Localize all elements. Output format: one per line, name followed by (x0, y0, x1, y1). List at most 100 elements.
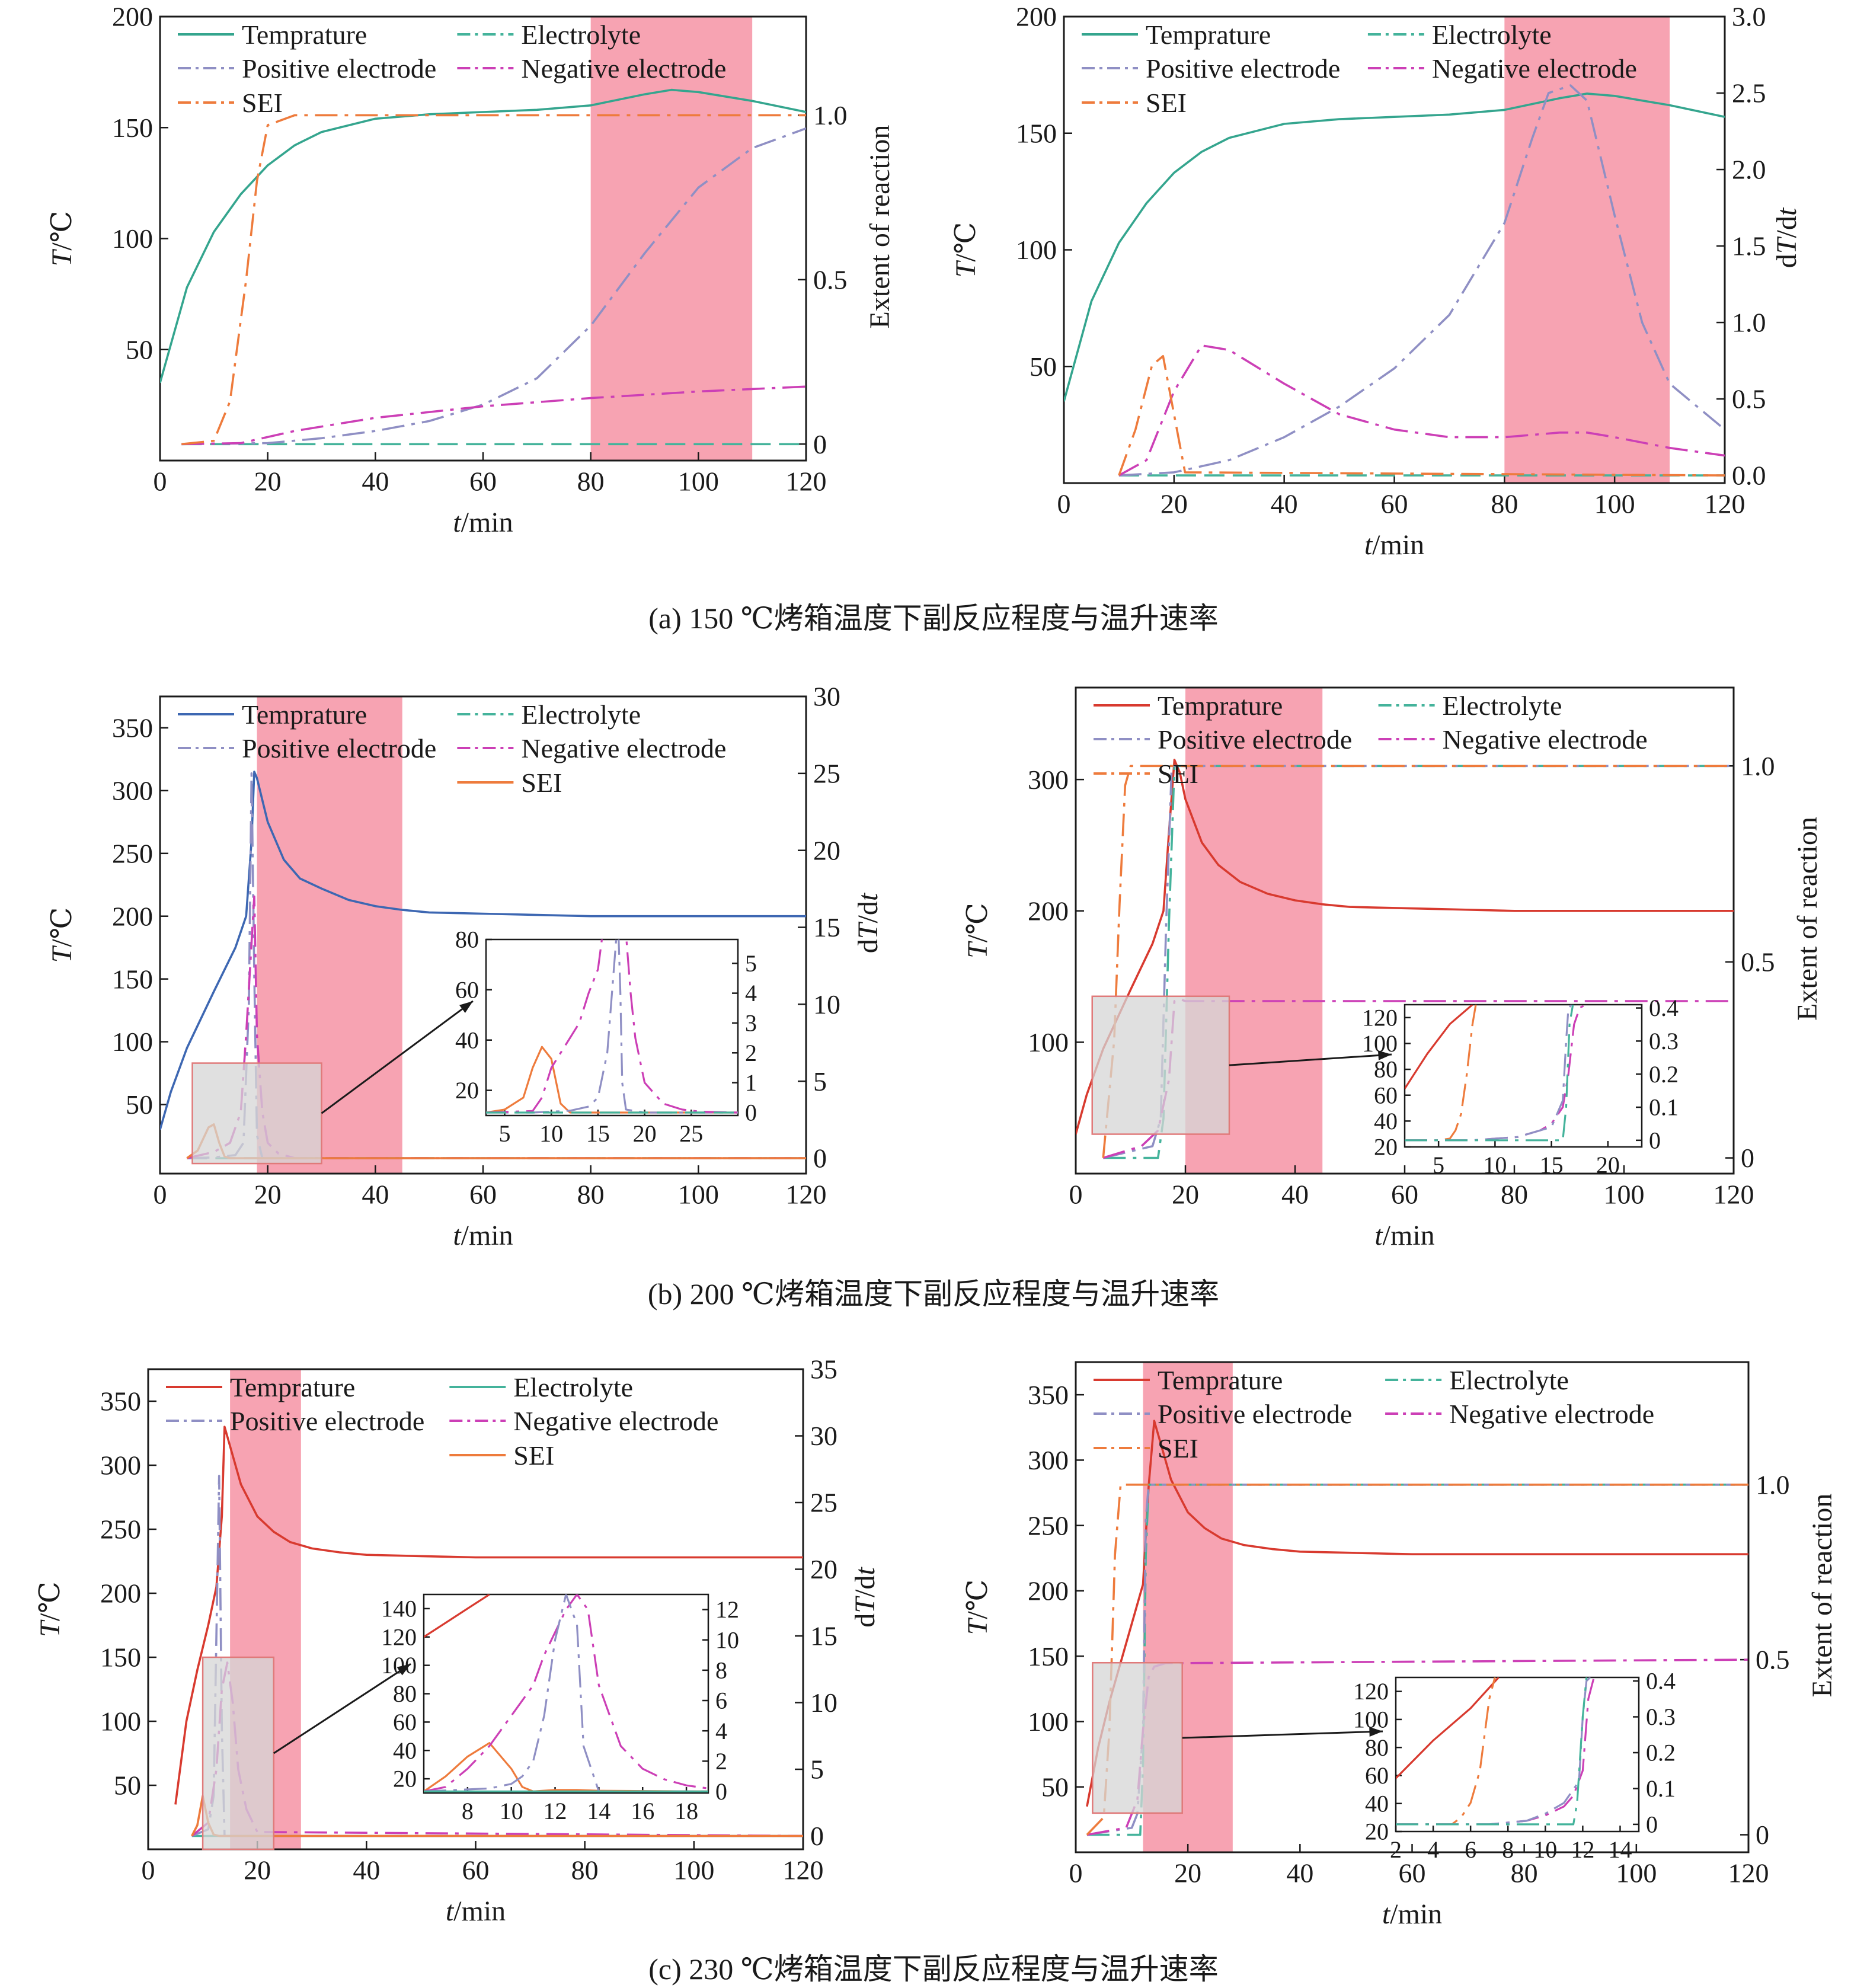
x-tick-label: 80 (577, 466, 605, 497)
y-tick-label: 80 (393, 1680, 417, 1707)
y2-tick-label: 1.0 (813, 100, 848, 130)
x-tick-label: 100 (678, 466, 719, 497)
y2-tick-label: 5 (810, 1754, 824, 1785)
y-tick-label: 40 (1374, 1108, 1398, 1134)
series-group (486, 939, 738, 1114)
y-tick-label: 60 (393, 1709, 417, 1735)
y-tick-label: 20 (1365, 1818, 1389, 1845)
legend-label-electrolyte: Electrolyte (1443, 691, 1562, 721)
series-temp (160, 88, 806, 383)
right-axis-label: Extent of reaction (1792, 817, 1823, 1021)
y-tick-label: 300 (100, 1450, 141, 1481)
x-tick-label: 0 (154, 466, 167, 497)
y2-tick-label: 6 (715, 1687, 727, 1714)
x-tick-label: 120 (1705, 489, 1745, 519)
caption-a: (a) 150 ℃烤箱温度下副反应程度与温升速率 (648, 602, 1219, 635)
series-sei (1102, 765, 1734, 1158)
series-electrolyte (1405, 1005, 1574, 1142)
x-tick-label: 14 (587, 1798, 610, 1824)
x-tick-label: 20 (254, 466, 282, 497)
legend-label-electrolyte: Electrolyte (521, 699, 641, 730)
y-tick-label: 150 (100, 1642, 141, 1673)
y2-tick-label: 0 (813, 429, 827, 459)
y-tick-label: 150 (1028, 1641, 1069, 1671)
x-tick-label: 20 (1161, 489, 1188, 519)
x-tick-label: 20 (1596, 1152, 1620, 1178)
x-tick-label: 40 (1286, 1858, 1313, 1888)
y-tick-label: 200 (1016, 2, 1057, 32)
y-tick-label: 350 (1028, 1380, 1069, 1410)
x-tick-label: 60 (1391, 1180, 1418, 1210)
x-tick-label: 120 (1713, 1180, 1754, 1210)
x-tick-label: 2 (1390, 1836, 1402, 1863)
x-tick-label: 18 (674, 1798, 698, 1824)
y2-tick-label: 0.5 (1741, 947, 1775, 977)
y-tick-label: 300 (1028, 765, 1069, 795)
y2-tick-label: 0 (810, 1821, 824, 1851)
series-temp (1064, 92, 1725, 402)
x-tick-label: 25 (679, 1120, 703, 1147)
legend-label-temp: Temprature (1146, 20, 1271, 50)
y2-tick-label: 5 (745, 950, 757, 977)
x-tick-label: 10 (1533, 1836, 1557, 1863)
y-axis-label: T/℃ (46, 211, 78, 267)
x-tick-label: 80 (1491, 489, 1518, 519)
x-tick-label: 20 (254, 1180, 282, 1210)
legend-label-positive: Positive electrode (230, 1406, 424, 1436)
x-axis-label: t/min (1364, 529, 1424, 561)
y2-tick-label: 4 (715, 1718, 727, 1744)
x-tick-label: 5 (1433, 1152, 1444, 1178)
zoom-box (1092, 1661, 1183, 1814)
y-tick-label: 200 (112, 2, 153, 32)
x-axis-label: t/min (453, 507, 513, 538)
series-negative (1118, 344, 1725, 477)
x-tick-label: 0 (1057, 489, 1071, 519)
x-tick-label: 60 (469, 1180, 497, 1210)
y2-tick-label: 4 (745, 980, 757, 1006)
inset-background (1396, 1677, 1639, 1832)
series-positive (191, 1475, 803, 1837)
series-temp (1396, 1677, 1500, 1779)
y2-tick-label: 1 (745, 1069, 757, 1096)
y2-tick-label: 0.1 (1649, 1094, 1679, 1121)
series-temp (424, 1594, 490, 1638)
x-tick-label: 14 (1608, 1836, 1632, 1863)
y-tick-label: 200 (100, 1578, 141, 1609)
inset-frame (485, 938, 739, 1117)
y2-tick-label: 1.0 (1741, 751, 1775, 781)
y2-tick-label: 2 (745, 1040, 757, 1066)
y-tick-label: 50 (126, 1089, 153, 1120)
inset-background (486, 939, 738, 1116)
x-tick-label: 100 (1594, 489, 1635, 519)
x-tick-label: 10 (1483, 1152, 1507, 1178)
legend-label-negative: Negative electrode (521, 733, 726, 763)
y2-tick-label: 0.1 (1646, 1775, 1676, 1802)
y-axis-label: T/℃ (950, 222, 982, 278)
legend-label-electrolyte: Electrolyte (513, 1372, 633, 1402)
y-axis-label: T/℃ (46, 907, 78, 963)
y2-tick-label: 0.2 (1649, 1061, 1679, 1088)
series-positive (1405, 1005, 1573, 1142)
x-tick-label: 40 (362, 466, 389, 497)
y2-tick-label: 0 (715, 1778, 727, 1805)
series-group (1405, 1005, 1586, 1142)
series-positive (1118, 84, 1725, 477)
legend-label-negative: Negative electrode (1449, 1399, 1654, 1429)
legend-label-positive: Positive electrode (242, 733, 436, 763)
x-tick-label: 5 (498, 1120, 510, 1147)
y2-tick-label: 0.5 (1732, 384, 1766, 414)
x-tick-label: 60 (469, 466, 497, 497)
y2-tick-label: 25 (813, 758, 840, 788)
chart-c-left: 0 20 40 60 80 100 1205010015020025030035005101… (34, 1354, 881, 1927)
zoom-box (202, 1656, 275, 1850)
zoom-arrow-head (397, 1664, 411, 1676)
legend-label-negative: Negative electrode (513, 1406, 718, 1436)
x-tick-label: 6 (1465, 1836, 1476, 1863)
y-tick-label: 150 (112, 113, 153, 143)
y2-tick-label: 0 (1649, 1127, 1661, 1153)
y2-tick-label: 10 (810, 1687, 837, 1718)
x-tick-label: 16 (631, 1798, 654, 1824)
y-tick-label: 350 (112, 713, 153, 743)
y-tick-label: 100 (100, 1706, 141, 1737)
